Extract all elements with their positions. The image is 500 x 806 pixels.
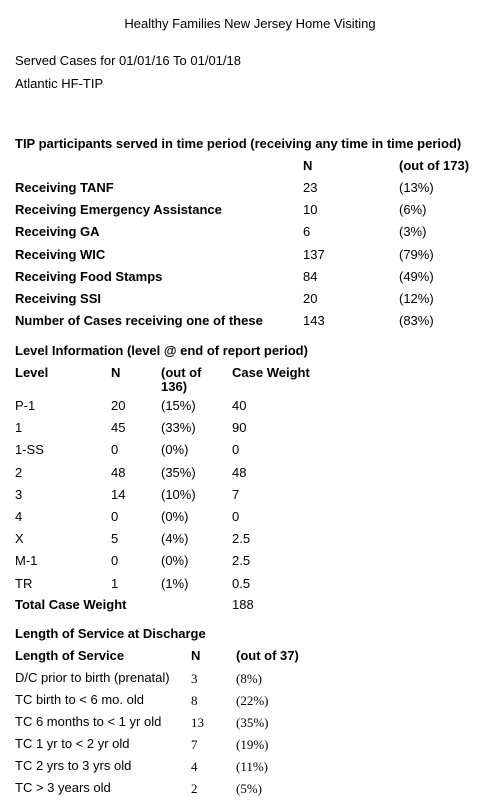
service-row-pct: (11%) bbox=[236, 759, 269, 774]
level-row-level: M-1 bbox=[15, 553, 38, 569]
level-row-level: 2 bbox=[15, 464, 23, 480]
level-row-pct: (0%) bbox=[161, 553, 189, 569]
level-row-weight: 40 bbox=[232, 398, 247, 413]
level-row-n: 0 bbox=[111, 553, 119, 569]
report-title: Healthy Families New Jersey Home Visitin… bbox=[124, 16, 376, 31]
level-row-pct: (35%) bbox=[161, 464, 196, 480]
tip-col-out-of: (out of 173) bbox=[399, 158, 470, 173]
tip-row-label: Receiving GA bbox=[15, 224, 100, 240]
level-row-n: 0 bbox=[111, 442, 119, 458]
level-col-n: N bbox=[111, 365, 121, 380]
tip-row-pct: (12%) bbox=[399, 291, 434, 306]
tip-row-pct: (13%) bbox=[399, 180, 434, 195]
level-row-weight: 48 bbox=[232, 464, 247, 480]
tip-row-label: Number of Cases receiving one of these bbox=[15, 313, 263, 329]
level-col-out-of-2: 136) bbox=[161, 379, 188, 394]
level-row-weight: 0 bbox=[232, 509, 240, 524]
service-row-pct: (35%) bbox=[236, 715, 269, 730]
level-row-weight: 2.5 bbox=[232, 553, 251, 569]
tip-row-n: 20 bbox=[303, 291, 318, 306]
level-col-weight: Case Weight bbox=[232, 365, 310, 380]
level-row-n: 48 bbox=[111, 464, 126, 480]
service-row-n: 7 bbox=[191, 737, 198, 752]
level-row-level: X bbox=[15, 531, 24, 547]
level-row-level: 3 bbox=[15, 486, 23, 502]
service-row-pct: (22%) bbox=[236, 693, 269, 708]
tip-row-pct: (79%) bbox=[399, 246, 434, 262]
service-row-pct: (5%) bbox=[236, 781, 262, 796]
level-row-level: 1-SS bbox=[15, 442, 44, 458]
service-row-n: 2 bbox=[191, 781, 198, 796]
tip-row-pct: (6%) bbox=[399, 202, 427, 218]
level-row-pct: (1%) bbox=[161, 575, 189, 591]
tip-row-pct: (49%) bbox=[399, 268, 434, 284]
tip-row-n: 84 bbox=[303, 268, 318, 284]
level-row-pct: (33%) bbox=[161, 420, 196, 436]
service-col-length: Length of Service bbox=[15, 648, 125, 663]
level-row-level: TR bbox=[15, 575, 33, 591]
tip-row-label: Receiving WIC bbox=[15, 246, 106, 262]
tip-row-label: Receiving Emergency Assistance bbox=[15, 202, 222, 218]
level-col-level: Level bbox=[15, 365, 49, 380]
tip-row-n: 137 bbox=[303, 246, 325, 262]
level-row-n: 5 bbox=[111, 531, 119, 547]
level-row-weight: 2.5 bbox=[232, 531, 251, 547]
level-row-pct: (0%) bbox=[161, 442, 189, 458]
level-col-out-of-1: (out of bbox=[161, 365, 202, 380]
level-row-n: 45 bbox=[111, 420, 126, 436]
service-row-n: 3 bbox=[191, 671, 198, 686]
level-row-pct: (4%) bbox=[161, 531, 189, 547]
level-row-n: 1 bbox=[111, 575, 119, 591]
total-case-weight-value: 188 bbox=[232, 597, 254, 612]
level-row-weight: 7 bbox=[232, 486, 240, 502]
level-row-n: 14 bbox=[111, 486, 126, 502]
tip-section-heading: TIP participants served in time period (… bbox=[15, 136, 462, 151]
service-row-label: TC 6 months to < 1 yr old bbox=[15, 714, 162, 729]
tip-row-pct: (3%) bbox=[399, 224, 427, 240]
level-row-weight: 0 bbox=[232, 442, 240, 458]
level-row-level: 1 bbox=[15, 420, 23, 436]
service-row-label: TC > 3 years old bbox=[15, 780, 111, 795]
service-section-heading: Length of Service at Discharge bbox=[15, 626, 206, 641]
level-row-level: 4 bbox=[15, 509, 23, 524]
level-row-n: 0 bbox=[111, 509, 119, 524]
service-row-pct: (8%) bbox=[236, 671, 262, 686]
level-row-pct: (10%) bbox=[161, 486, 196, 502]
tip-col-n: N bbox=[303, 158, 313, 173]
service-col-n: N bbox=[191, 648, 201, 663]
served-cases-line: Served Cases for 01/01/16 To 01/01/18 bbox=[15, 53, 241, 68]
tip-row-n: 143 bbox=[303, 313, 325, 329]
service-row-n: 8 bbox=[191, 693, 198, 708]
tip-row-n: 6 bbox=[303, 224, 311, 240]
tip-row-label: Receiving TANF bbox=[15, 180, 114, 195]
tip-row-label: Receiving Food Stamps bbox=[15, 268, 163, 284]
service-row-n: 4 bbox=[191, 759, 198, 774]
tip-row-n: 23 bbox=[303, 180, 318, 195]
tip-row-n: 10 bbox=[303, 202, 318, 218]
level-row-pct: (15%) bbox=[161, 398, 196, 413]
level-row-weight: 0.5 bbox=[232, 575, 251, 591]
service-row-label: TC 1 yr to < 2 yr old bbox=[15, 736, 130, 751]
level-section-heading: Level Information (level @ end of report… bbox=[15, 343, 308, 358]
level-row-level: P-1 bbox=[15, 398, 36, 413]
level-row-n: 20 bbox=[111, 398, 126, 413]
service-row-label: TC birth to < 6 mo. old bbox=[15, 692, 144, 707]
tip-row-label: Receiving SSI bbox=[15, 291, 101, 306]
service-row-label: D/C prior to birth (prenatal) bbox=[15, 670, 170, 685]
level-row-pct: (0%) bbox=[161, 509, 189, 524]
site-name: Atlantic HF-TIP bbox=[15, 76, 104, 91]
service-row-label: TC 2 yrs to 3 yrs old bbox=[15, 758, 132, 773]
total-case-weight-label: Total Case Weight bbox=[15, 597, 127, 612]
service-row-pct: (19%) bbox=[236, 737, 269, 752]
service-row-n: 13 bbox=[191, 715, 204, 730]
level-row-weight: 90 bbox=[232, 420, 247, 436]
service-col-out-of: (out of 37) bbox=[236, 648, 299, 663]
tip-row-pct: (83%) bbox=[399, 313, 434, 329]
